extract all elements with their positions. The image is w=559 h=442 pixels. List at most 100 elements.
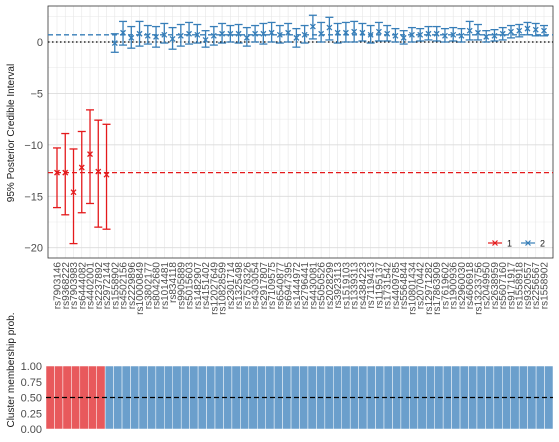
point-marker — [70, 189, 77, 196]
x-tick-label: rs1731542 — [383, 262, 394, 310]
point-stroke — [161, 31, 168, 38]
x-tick-label: rs6444082 — [77, 262, 88, 310]
x-tick-label: rs4151402 — [201, 262, 212, 310]
x-tick-label: rs7903983 — [69, 262, 80, 310]
x-tick-label: rs4303054 — [251, 262, 262, 310]
x-tick-label: rs834118 — [168, 262, 179, 303]
point-stroke — [425, 30, 432, 37]
point-stroke — [499, 30, 506, 37]
x-tick-label: rs1195137 — [374, 262, 385, 309]
point-marker — [359, 29, 366, 36]
y-tick-label: −10 — [24, 140, 43, 152]
point-marker — [153, 33, 160, 40]
legend-key-marker — [492, 240, 498, 246]
x-tick-label: rs2028299 — [325, 262, 336, 310]
point-stroke — [252, 30, 259, 37]
x-tick-label: rs2301714 — [226, 262, 237, 310]
point-marker — [392, 32, 399, 39]
point-marker — [227, 30, 234, 37]
x-tick-label: rs9320557 — [523, 262, 534, 310]
point-stroke — [243, 34, 250, 41]
point-stroke — [508, 28, 514, 35]
point-marker — [285, 29, 292, 36]
point-stroke — [367, 31, 374, 38]
point-stroke — [202, 36, 209, 43]
point-stroke — [227, 30, 234, 37]
point-stroke — [177, 32, 184, 39]
point-stroke — [95, 168, 102, 175]
x-tick-label: rs1444972 — [292, 262, 303, 310]
point-stroke — [144, 32, 151, 39]
point-stroke — [326, 24, 333, 31]
x-tick-label: rs1482907 — [193, 262, 204, 310]
x-tick-label: rs2960030 — [457, 262, 468, 310]
x-tick-label: rs2229896 — [127, 262, 138, 310]
point-stroke — [293, 34, 300, 41]
point-stroke — [450, 31, 457, 38]
point-stroke — [235, 30, 242, 37]
y-tick-label: 0.75 — [21, 377, 42, 389]
x-tick-label: rs2070442 — [416, 262, 427, 310]
x-tick-label: rs5564844 — [399, 262, 410, 310]
x-tick-label: rs2256567 — [531, 262, 542, 310]
point-stroke — [62, 169, 69, 176]
point-marker — [260, 30, 267, 37]
point-stroke — [301, 31, 308, 38]
y-tick-label: 0.00 — [21, 424, 42, 436]
point-stroke — [392, 32, 399, 39]
point-marker — [541, 27, 547, 34]
point-marker — [318, 30, 325, 37]
x-tick-label: rs1519103 — [341, 262, 352, 310]
point-stroke — [111, 40, 118, 46]
x-tick-label: rs1558918 — [515, 262, 526, 310]
x-tick-label: rs13233756 — [473, 262, 484, 315]
point-marker — [516, 27, 523, 34]
point-marker — [161, 31, 168, 38]
x-tick-label: rs10801434 — [407, 262, 418, 315]
point-marker — [441, 32, 448, 39]
point-marker — [384, 30, 391, 37]
x-tick-label: rs2638959 — [490, 262, 501, 310]
x-tick-label: rs1325498 — [234, 262, 245, 310]
point-marker — [169, 35, 176, 42]
point-stroke — [153, 33, 160, 40]
point-marker — [219, 30, 226, 37]
point-marker — [144, 32, 151, 39]
x-tick-label: rs7578326 — [242, 262, 253, 310]
x-tick-label: rs4402001 — [86, 262, 97, 310]
x-tick-label: rs7903146 — [53, 262, 64, 310]
point-marker — [78, 164, 85, 171]
y-tick-label: −15 — [24, 191, 43, 203]
point-marker — [243, 34, 250, 41]
point-stroke — [194, 31, 201, 38]
x-tick-label: rs5050526 — [317, 262, 328, 310]
x-tick-label: rs7109575 — [267, 262, 278, 310]
point-marker — [342, 29, 349, 36]
point-stroke — [268, 29, 275, 36]
x-tick-label: rs7619602 — [440, 262, 451, 310]
x-tick-label: rs5607160 — [498, 262, 509, 310]
x-tick-label: rs4384223 — [358, 262, 369, 310]
x-tick-label: rs9905889 — [176, 262, 187, 310]
point-stroke — [351, 28, 358, 35]
x-tick-label: rs4502156 — [119, 262, 130, 310]
x-tick-label: rs9368222 — [61, 262, 72, 310]
x-tick-label: rs6540877 — [275, 262, 286, 310]
point-marker — [128, 34, 135, 41]
x-tick-label: rs1900936 — [449, 262, 460, 310]
x-tick-label: rs17863909 — [432, 262, 443, 315]
point-marker — [433, 30, 440, 37]
point-stroke — [483, 33, 490, 40]
point-marker — [475, 29, 481, 36]
x-tick-label: rs6947395 — [284, 262, 295, 310]
point-marker — [524, 25, 531, 32]
point-marker — [87, 151, 93, 158]
point-marker — [326, 24, 333, 31]
point-marker — [62, 169, 69, 176]
point-stroke — [276, 31, 283, 38]
x-tick-label: rs12971282 — [424, 262, 435, 315]
point-marker — [400, 34, 407, 41]
point-marker — [54, 169, 60, 176]
point-stroke — [78, 164, 85, 171]
y-tick-label: −20 — [24, 243, 43, 255]
